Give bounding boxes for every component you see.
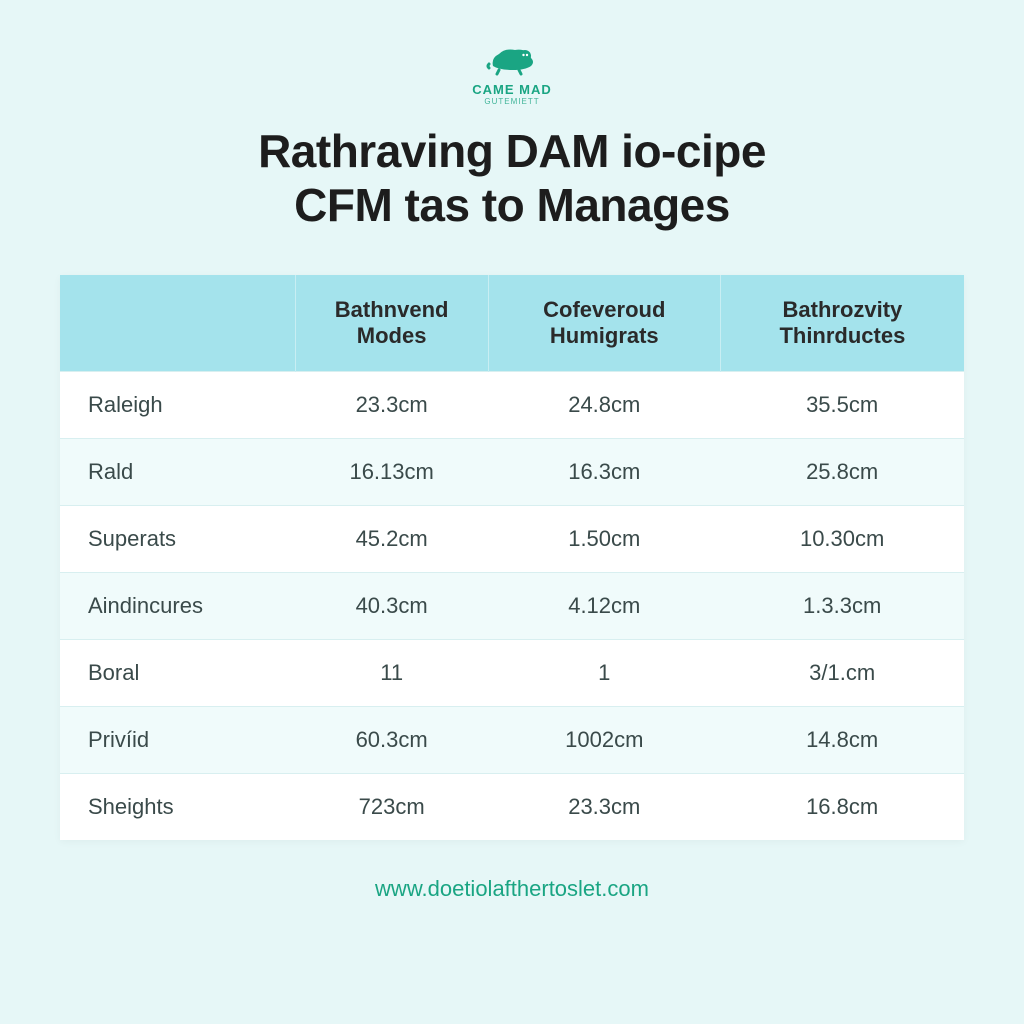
cell: 16.13cm [295,439,488,506]
logo-subtext: GUTEMIETT [484,97,539,106]
col-header-3: Bathrozvity Thinrductes [720,275,964,372]
cell: 24.8cm [488,372,720,439]
cell: 45.2cm [295,506,488,573]
col-header-0 [60,275,295,372]
cell: 16.8cm [720,774,964,841]
row-label: Raleigh [60,372,295,439]
cell: 1.3.3cm [720,573,964,640]
table-row: Aindincures 40.3cm 4.12cm 1.3.3cm [60,573,964,640]
cell: 4.12cm [488,573,720,640]
table-row: Superats 45.2cm 1.50cm 10.30cm [60,506,964,573]
title-line-2: CFM tas to Manages [294,179,730,231]
table-header-row: Bathnvend Modes Cofeveroud Humigrats Bat… [60,275,964,372]
cell: 14.8cm [720,707,964,774]
logo-text: CAME MAD [472,82,552,97]
row-label: Aindincures [60,573,295,640]
cell: 23.3cm [488,774,720,841]
footer-url: www.doetiolafthertoslet.com [375,876,649,902]
cell: 3/1.cm [720,640,964,707]
cell: 16.3cm [488,439,720,506]
cell: 723cm [295,774,488,841]
turtle-icon [485,40,539,78]
logo: CAME MAD GUTEMIETT [472,40,552,106]
title-line-1: Rathraving DAM io-cipe [258,125,766,177]
cell: 40.3cm [295,573,488,640]
row-label: Boral [60,640,295,707]
table-row: Sheights 723cm 23.3cm 16.8cm [60,774,964,841]
cell: 1 [488,640,720,707]
cell: 35.5cm [720,372,964,439]
cell: 1002cm [488,707,720,774]
row-label: Superats [60,506,295,573]
col-header-2: Cofeveroud Humigrats [488,275,720,372]
table-body: Raleigh 23.3cm 24.8cm 35.5cm Rald 16.13c… [60,372,964,841]
table-row: Rald 16.13cm 16.3cm 25.8cm [60,439,964,506]
cell: 1.50cm [488,506,720,573]
col-header-1: Bathnvend Modes [295,275,488,372]
cell: 25.8cm [720,439,964,506]
row-label: Rald [60,439,295,506]
page-title: Rathraving DAM io-cipe CFM tas to Manage… [258,124,766,233]
cell: 60.3cm [295,707,488,774]
row-label: Sheights [60,774,295,841]
data-table: Bathnvend Modes Cofeveroud Humigrats Bat… [60,275,964,841]
cell: 11 [295,640,488,707]
table-row: Raleigh 23.3cm 24.8cm 35.5cm [60,372,964,439]
table-row: Privíid 60.3cm 1002cm 14.8cm [60,707,964,774]
row-label: Privíid [60,707,295,774]
cell: 23.3cm [295,372,488,439]
table-row: Boral 11 1 3/1.cm [60,640,964,707]
cell: 10.30cm [720,506,964,573]
